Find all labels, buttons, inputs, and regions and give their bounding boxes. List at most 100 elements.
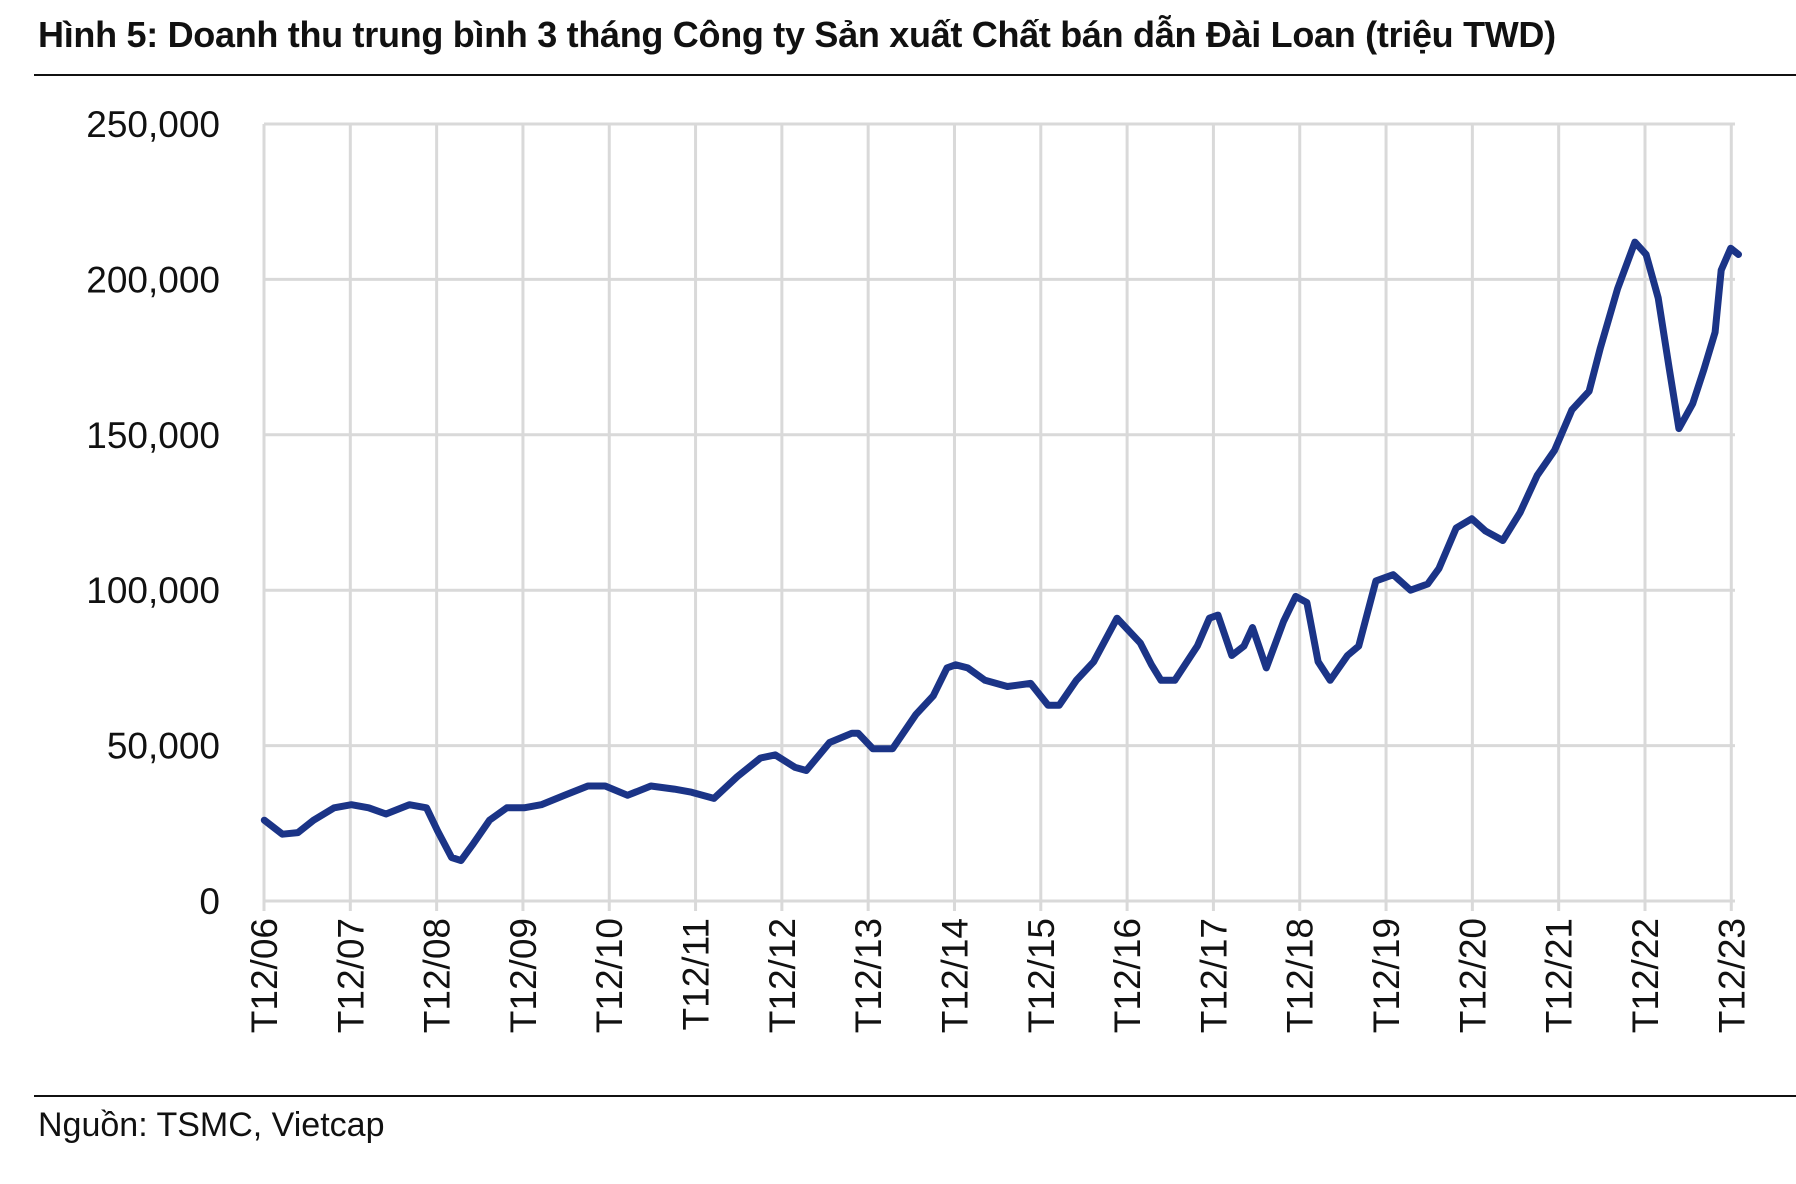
data-point: [1519, 512, 1521, 513]
data-point: [1151, 664, 1152, 666]
data-point: [1599, 347, 1601, 349]
data-point: [1438, 567, 1440, 569]
data-point: [1657, 297, 1659, 299]
data-point: [967, 667, 969, 669]
data-point: [1030, 682, 1032, 684]
data-point: [281, 833, 283, 835]
data-point: [1208, 617, 1210, 619]
data-point: [368, 807, 370, 809]
data-point: [650, 785, 652, 787]
x-tick-label: T12/23: [1711, 918, 1752, 1033]
y-tick-label: 100,000: [86, 570, 220, 611]
data-point: [1093, 661, 1095, 663]
data-point: [1571, 409, 1573, 411]
data-point: [736, 776, 738, 778]
data-point: [1485, 530, 1487, 532]
y-tick-label: 200,000: [86, 259, 220, 300]
data-point: [1536, 474, 1538, 476]
data-point: [984, 679, 986, 681]
data-point: [451, 857, 453, 858]
data-point: [1730, 247, 1732, 249]
source-divider: [34, 1095, 1796, 1097]
data-point: [604, 785, 606, 787]
data-point: [1347, 655, 1348, 656]
x-tick-label: T12/06: [244, 918, 285, 1033]
x-tick-label: T12/09: [503, 918, 544, 1033]
data-point: [564, 794, 566, 796]
data-point: [1160, 679, 1162, 681]
y-tick-label: 50,000: [107, 726, 220, 767]
data-point: [1738, 254, 1739, 255]
chart-title: Hình 5: Doanh thu trung bình 3 tháng Côn…: [38, 14, 1556, 55]
x-tick-label: T12/19: [1366, 918, 1407, 1033]
data-point: [263, 819, 265, 821]
data-point: [1329, 679, 1331, 681]
x-tick-label: T12/12: [762, 918, 803, 1033]
data-point: [350, 804, 352, 806]
data-point: [1058, 704, 1060, 706]
data-point: [426, 807, 427, 809]
data-point: [1720, 269, 1722, 271]
data-point: [1392, 574, 1394, 576]
y-axis-ticks: 0 50,000 100,000 150,000 200,000 250,000: [86, 104, 220, 922]
data-point: [1075, 679, 1077, 681]
data-point: [857, 732, 859, 734]
data-point: [1692, 403, 1694, 405]
data-point: [1375, 580, 1377, 582]
data-point: [1617, 288, 1619, 290]
data-point: [1295, 595, 1297, 597]
x-tick-label: T12/21: [1539, 918, 1580, 1033]
data-point: [1174, 679, 1176, 681]
data-point: [1714, 331, 1716, 333]
x-tick-label: T12/16: [1107, 918, 1148, 1033]
x-tick-label: T12/17: [1193, 918, 1234, 1033]
data-point: [1047, 704, 1049, 706]
data-point: [1243, 645, 1245, 647]
data-point: [1588, 390, 1590, 392]
data-point: [673, 788, 675, 790]
data-point: [892, 748, 894, 750]
data-point: [794, 766, 796, 768]
x-axis-ticks: T12/06 T12/07 T12/08 T12/09 T12/10 T12/11 T12/…: [244, 918, 1752, 1033]
data-point: [385, 813, 387, 815]
data-point: [1252, 627, 1253, 628]
data-point: [915, 714, 917, 715]
data-point: [1427, 583, 1429, 585]
data-point: [297, 832, 299, 834]
data-point: [408, 804, 410, 806]
x-tick-label: T12/18: [1280, 918, 1321, 1033]
data-point: [932, 695, 934, 697]
data-point: [1006, 686, 1008, 687]
revenue-line: [260, 238, 1742, 865]
x-tick-label: T12/15: [1021, 918, 1062, 1033]
gridlines: [262, 122, 1735, 911]
data-point: [1265, 667, 1267, 669]
data-point: [713, 797, 715, 799]
y-tick-label: 150,000: [86, 415, 220, 456]
data-point: [1116, 617, 1118, 619]
data-point: [1678, 428, 1680, 430]
x-tick-label: T12/14: [934, 918, 975, 1033]
data-point: [955, 664, 957, 666]
data-point: [333, 807, 335, 809]
data-point: [1217, 614, 1219, 616]
data-point: [691, 791, 692, 793]
data-point: [1139, 642, 1141, 644]
data-point: [1231, 655, 1233, 656]
data-point: [523, 807, 525, 809]
title-divider: [34, 74, 1796, 76]
data-point: [540, 804, 542, 806]
x-tick-label: T12/10: [589, 918, 630, 1033]
data-point: [1410, 589, 1411, 591]
y-tick-label: 0: [199, 881, 220, 922]
data-point: [489, 819, 490, 821]
data-point: [460, 860, 462, 862]
source-note: Nguồn: TSMC, Vietcap: [38, 1106, 385, 1144]
data-point: [774, 754, 776, 756]
data-point: [1554, 449, 1556, 451]
x-tick-label: T12/13: [848, 918, 889, 1033]
x-tick-label: T12/22: [1625, 918, 1666, 1033]
x-tick-label: T12/20: [1452, 918, 1493, 1033]
data-point: [313, 819, 314, 821]
data-point: [851, 732, 853, 734]
